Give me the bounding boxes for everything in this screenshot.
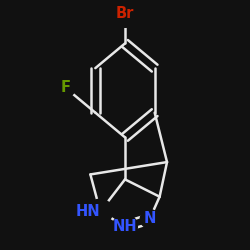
Text: N: N — [144, 212, 156, 226]
Circle shape — [88, 199, 113, 224]
Text: HN: HN — [76, 204, 100, 219]
Circle shape — [56, 78, 75, 97]
Text: NH: NH — [113, 219, 137, 234]
Circle shape — [140, 210, 159, 228]
Text: F: F — [61, 80, 71, 96]
Circle shape — [112, 0, 138, 27]
Circle shape — [113, 214, 137, 239]
Text: Br: Br — [116, 6, 134, 21]
